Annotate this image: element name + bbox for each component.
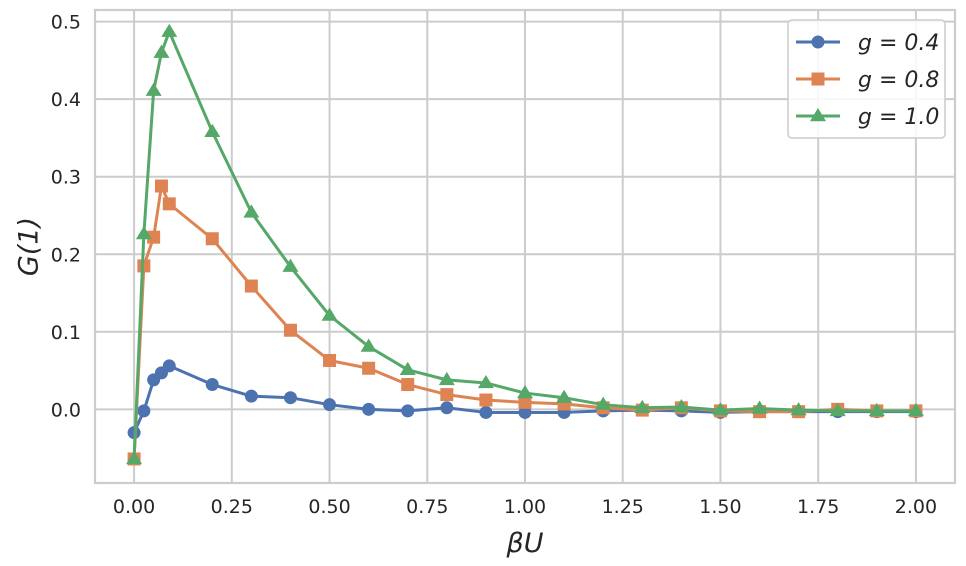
data-point (243, 204, 260, 218)
legend: g = 0.4 g = 0.8 g = 1.0 (787, 19, 946, 139)
data-point (244, 279, 258, 293)
data-point (438, 371, 455, 386)
data-point (161, 23, 178, 37)
y-tick-label: 0.3 (51, 167, 81, 189)
legend-item: g = 1.0 (796, 105, 939, 130)
y-tick-label: 0.5 (51, 12, 81, 34)
y-axis-title: G(1) (14, 217, 45, 276)
data-point (204, 123, 221, 137)
plot-frame (93, 8, 957, 485)
y-tick-labels: 0.0 0.1 0.2 0.3 0.4 0.5 (51, 12, 81, 422)
data-point (323, 353, 337, 367)
data-point (907, 402, 924, 417)
series-layer (126, 23, 924, 466)
data-point (362, 402, 376, 416)
legend-marker (810, 108, 826, 122)
legend-label: g = 0.8 (858, 68, 939, 93)
legend-marker (811, 72, 825, 86)
data-point (126, 450, 143, 465)
legend-item: g = 0.8 (796, 68, 939, 93)
legend-label: g = 1.0 (858, 105, 939, 130)
data-point (154, 179, 168, 193)
series-triangle (126, 23, 924, 465)
data-point (321, 307, 338, 321)
data-point (244, 389, 258, 403)
data-point (283, 323, 297, 337)
y-tick-label: 0.0 (51, 399, 81, 421)
data-point (712, 402, 729, 416)
legend-box (787, 19, 946, 139)
data-point (556, 389, 573, 403)
data-point (517, 385, 533, 399)
x-tick-label: 2.00 (895, 496, 937, 518)
data-point (440, 401, 454, 415)
data-point (323, 398, 337, 412)
data-point (205, 378, 219, 392)
x-axis-title: βU (506, 528, 544, 559)
data-point (868, 402, 885, 417)
data-point (360, 338, 377, 352)
data-point (673, 399, 690, 413)
data-point (790, 402, 807, 416)
x-tick-label: 1.25 (602, 496, 644, 518)
y-tick-label: 0.1 (51, 322, 81, 344)
data-point (477, 374, 494, 389)
data-point (401, 404, 415, 418)
data-point (479, 393, 493, 407)
x-tick-label: 0.00 (113, 496, 155, 518)
data-point (147, 230, 161, 244)
data-point (440, 388, 454, 402)
data-point (282, 258, 299, 272)
data-point (362, 361, 376, 375)
data-point (595, 396, 612, 410)
x-tick-label: 0.50 (308, 496, 350, 518)
x-tick-labels: 0.00 0.25 0.50 0.75 1.00 1.25 1.50 1.75 2.00 (113, 496, 937, 518)
data-point (399, 361, 416, 375)
x-tick-label: 1.00 (504, 496, 546, 518)
data-point (479, 405, 493, 419)
data-point (829, 402, 846, 417)
x-tick-label: 1.50 (699, 496, 741, 518)
data-point (153, 44, 170, 58)
data-point (135, 226, 152, 240)
data-point (283, 391, 297, 405)
legend-item: g = 0.4 (796, 31, 939, 56)
data-point (401, 378, 415, 392)
data-point (162, 197, 176, 211)
data-point (518, 405, 532, 419)
legend-marker (811, 35, 825, 49)
data-point (751, 400, 768, 414)
data-point (518, 395, 532, 409)
data-point (162, 359, 176, 373)
legend-label: g = 0.4 (858, 31, 939, 56)
data-point (145, 82, 162, 96)
data-point (137, 404, 151, 418)
y-tick-label: 0.4 (51, 89, 81, 111)
x-tick-label: 0.75 (406, 496, 448, 518)
x-tick-label: 1.75 (797, 496, 839, 518)
data-point (205, 232, 219, 246)
data-point (634, 399, 651, 413)
y-tick-label: 0.2 (51, 244, 81, 266)
x-tick-label: 0.25 (211, 496, 253, 518)
